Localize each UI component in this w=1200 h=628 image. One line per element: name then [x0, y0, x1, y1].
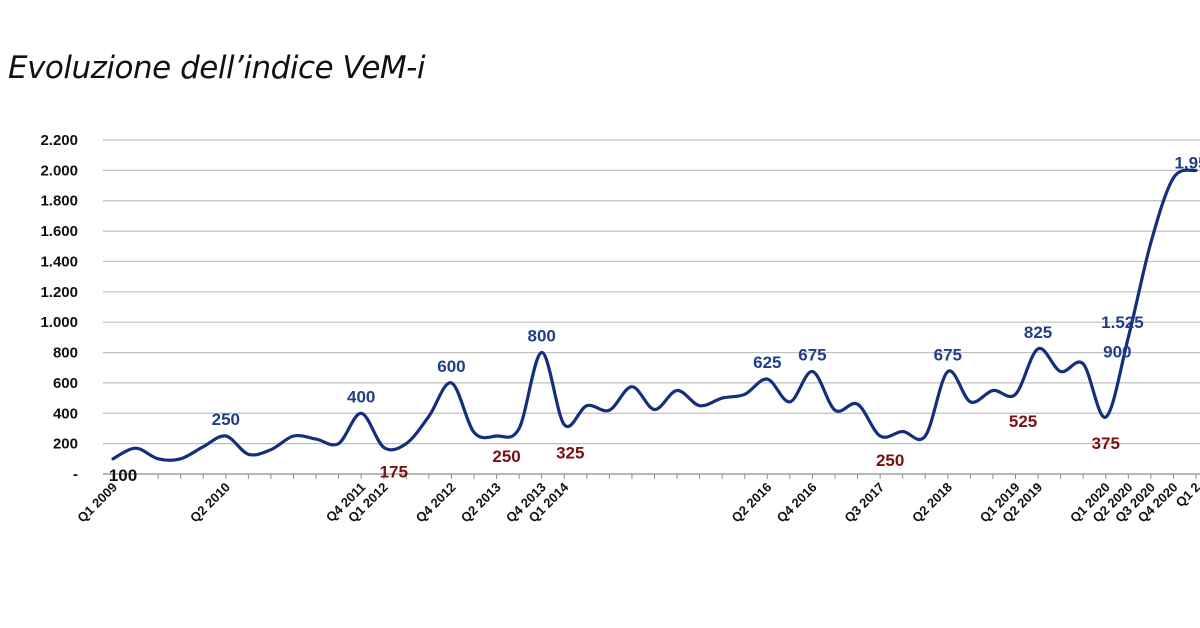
x-tick-label: Q2 2010	[187, 480, 233, 526]
y-tick-label: 1.600	[40, 223, 78, 240]
y-tick-label: 2.200	[40, 132, 78, 149]
data-label: 800	[528, 327, 556, 346]
gridlines	[103, 139, 1200, 445]
y-tick-label: 800	[53, 345, 78, 362]
x-tick-label: Q3 2017	[841, 480, 887, 526]
data-label: 900	[1103, 342, 1131, 361]
data-label: 825	[1024, 323, 1052, 342]
data-label: 250	[876, 451, 904, 470]
x-tick-label: Q1 2	[1173, 480, 1200, 511]
series-line	[111, 168, 1198, 462]
y-tick-label: 1.200	[40, 284, 78, 301]
data-label: 525	[1009, 412, 1037, 431]
data-label: 1.95	[1174, 153, 1200, 172]
data-label: 675	[934, 346, 962, 365]
y-tick-label: -	[73, 466, 78, 483]
axes	[103, 473, 1200, 479]
y-tick-label: 600	[53, 375, 78, 392]
series	[111, 168, 1198, 462]
data-labels: 100 250 400 175 600 250 800 325 625 675 250 675 825 5…	[109, 153, 1200, 484]
y-tick-labels: - 200 400 600 800 1.000 1.200 1.400 1.600 1.800 2.…	[40, 132, 78, 483]
x-tick-label: Q4 2012	[413, 480, 459, 526]
x-tick-label: Q1 2009	[74, 480, 120, 526]
data-label: 250	[492, 447, 520, 466]
data-label: 375	[1092, 434, 1120, 453]
x-tick-label: Q2 2013	[458, 480, 504, 526]
data-label: 400	[347, 387, 375, 406]
y-tick-label: 200	[53, 436, 78, 453]
data-label: 625	[753, 353, 781, 372]
y-tick-label: 1.000	[40, 314, 78, 331]
y-tick-label: 2.000	[40, 162, 78, 179]
data-label: 600	[437, 357, 465, 376]
x-tick-label: Q2 2018	[909, 480, 955, 526]
data-label: 325	[556, 444, 584, 463]
data-label: 675	[798, 346, 826, 365]
x-tick-label: Q2 2016	[729, 480, 775, 526]
y-tick-label: 1.800	[40, 193, 78, 210]
x-tick-label: Q4 2016	[774, 480, 820, 526]
data-label: 1.525	[1101, 313, 1144, 332]
data-label: 100	[109, 466, 137, 485]
y-tick-label: 1.400	[40, 253, 78, 270]
data-label: 175	[380, 462, 408, 481]
chart-title: Evoluzione dell’indice VeM-i	[8, 50, 425, 86]
data-label: 250	[212, 410, 240, 429]
y-tick-label: 400	[53, 405, 78, 422]
